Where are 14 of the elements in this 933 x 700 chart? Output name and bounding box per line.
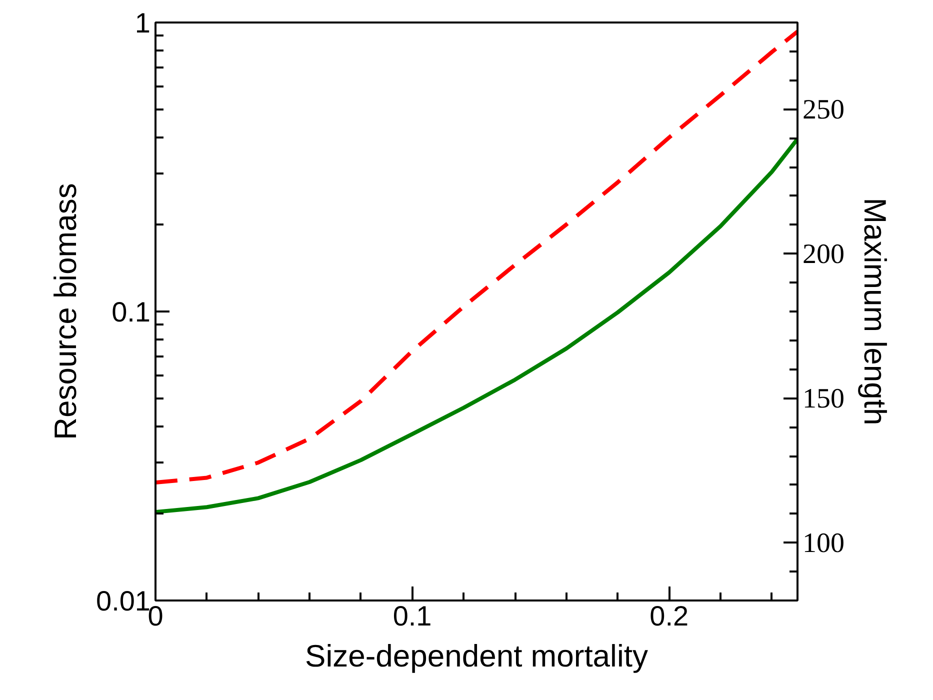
x-axis-title: Size-dependent mortality: [305, 638, 648, 674]
y2-axis-title: Maximum length: [858, 198, 892, 426]
y2-tick-label: 100: [802, 528, 844, 560]
y2-tick-label: 250: [802, 94, 844, 126]
y-tick-label: 1: [134, 8, 151, 38]
y-axis-title: Resource biomass: [48, 183, 84, 440]
x-tick-label: 0: [148, 600, 164, 632]
y-tick-label: 0.1: [112, 296, 151, 328]
x-tick-label: 0.1: [392, 600, 432, 632]
y2-tick-label: 200: [802, 239, 844, 270]
y2-tick-label: 150: [802, 384, 844, 415]
line-series: [156, 30, 798, 485]
line-series: [156, 136, 798, 514]
x-tick-label: 0.2: [650, 600, 689, 632]
